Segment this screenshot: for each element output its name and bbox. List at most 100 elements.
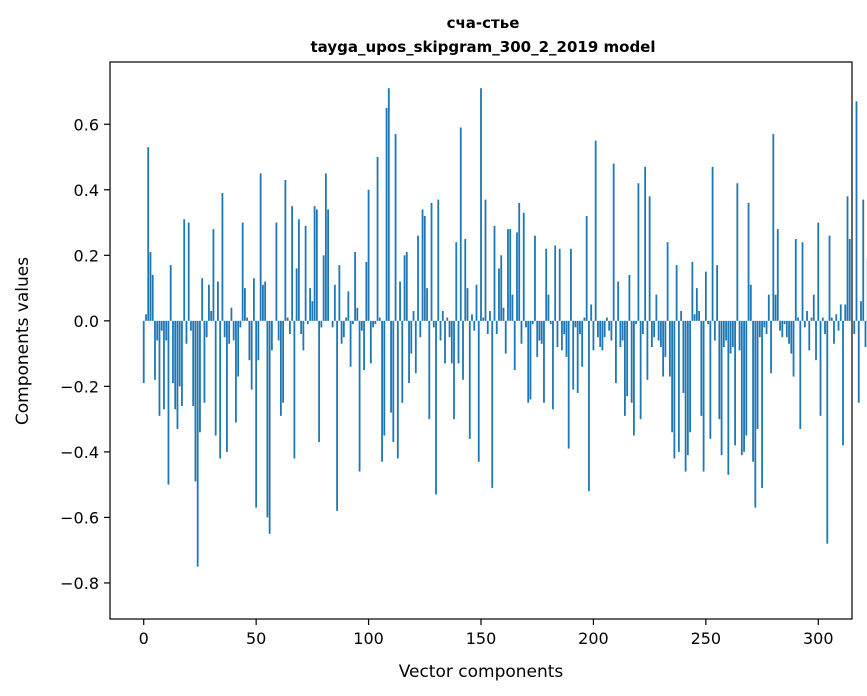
bar <box>190 320 192 331</box>
bar <box>385 107 388 321</box>
bar <box>659 320 662 348</box>
bar <box>684 320 687 472</box>
bar <box>367 189 370 321</box>
bar <box>657 320 660 341</box>
bar <box>464 238 467 321</box>
bar <box>549 320 552 325</box>
bar <box>754 320 757 508</box>
bar <box>147 147 150 321</box>
bar <box>284 179 287 321</box>
bar <box>268 320 271 534</box>
bar <box>545 248 548 321</box>
bar <box>163 320 165 410</box>
bar <box>405 252 408 321</box>
bar <box>250 320 253 390</box>
bar <box>210 311 213 321</box>
bar <box>279 320 282 416</box>
bar <box>178 320 181 387</box>
bar <box>650 320 653 348</box>
bar <box>668 320 671 377</box>
bar <box>412 311 415 321</box>
bar <box>781 320 784 338</box>
bar <box>365 261 368 321</box>
bar <box>862 199 865 321</box>
bar <box>396 320 399 459</box>
bar <box>154 320 156 380</box>
bar <box>304 225 307 321</box>
bar <box>295 268 298 321</box>
bar <box>205 320 208 338</box>
bar <box>345 317 347 321</box>
bar <box>860 301 862 321</box>
bar <box>828 235 831 321</box>
bar <box>414 320 417 374</box>
bar <box>675 265 678 321</box>
bar <box>169 265 172 321</box>
bar <box>493 225 496 321</box>
bar <box>671 320 674 433</box>
bar <box>821 317 824 321</box>
bar <box>403 255 406 321</box>
bar <box>641 320 644 334</box>
bar <box>196 320 199 567</box>
bar <box>286 317 289 321</box>
bar <box>450 320 453 364</box>
bar <box>815 320 817 361</box>
bar <box>455 242 458 321</box>
bar <box>747 202 750 321</box>
bar <box>788 320 790 344</box>
bar <box>655 294 658 321</box>
bar <box>300 320 303 334</box>
bar <box>785 320 788 338</box>
bar <box>529 320 532 400</box>
bar <box>264 281 267 321</box>
bar <box>597 320 599 338</box>
bar <box>318 320 321 443</box>
bar <box>633 320 635 436</box>
bar <box>686 320 689 456</box>
bar <box>145 314 147 321</box>
bar <box>486 320 489 334</box>
bar <box>720 320 723 456</box>
bar <box>349 320 352 367</box>
bar <box>507 229 509 321</box>
bar <box>293 320 296 459</box>
bar <box>576 320 579 393</box>
bar <box>561 320 563 351</box>
bar <box>255 320 258 508</box>
bar <box>471 314 473 321</box>
bar <box>248 320 251 361</box>
bar <box>430 202 433 321</box>
bar <box>839 304 842 321</box>
bar <box>203 320 206 403</box>
bar <box>387 88 390 321</box>
bar <box>302 320 305 351</box>
bar <box>363 320 365 370</box>
bar <box>565 320 568 357</box>
bar <box>763 320 766 328</box>
bar <box>783 320 786 325</box>
bar <box>556 320 559 348</box>
bar <box>351 320 354 325</box>
y-axis-label: Components values <box>13 257 33 425</box>
bar <box>610 320 613 341</box>
bar <box>435 320 437 495</box>
bar <box>324 173 327 321</box>
bar <box>219 320 222 459</box>
bar <box>221 193 224 321</box>
bar <box>846 196 849 321</box>
bar <box>241 222 244 321</box>
bar <box>158 320 161 416</box>
bar <box>392 320 395 443</box>
x-tick-label: 300 <box>803 629 834 648</box>
x-tick-label: 0 <box>139 629 149 648</box>
x-axis-label: Vector components <box>399 662 564 682</box>
bar <box>621 320 624 341</box>
bar <box>504 320 507 354</box>
bar <box>468 320 471 439</box>
bar <box>502 307 505 321</box>
bar <box>183 219 186 321</box>
bar <box>275 222 278 321</box>
bar <box>810 317 813 321</box>
